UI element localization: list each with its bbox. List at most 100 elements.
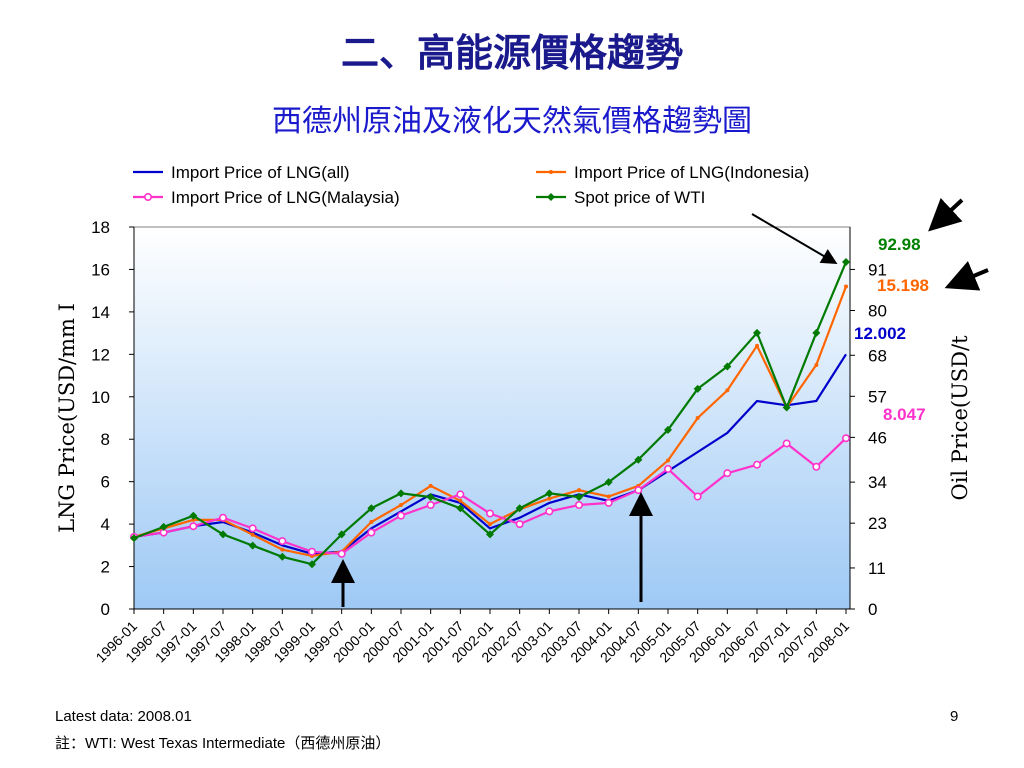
legend-label: Spot price of WTI bbox=[574, 188, 705, 207]
data-point bbox=[782, 403, 791, 412]
arrow-upper-right-2 bbox=[944, 261, 989, 291]
y-right-tick-label: 34 bbox=[868, 473, 887, 492]
data-point bbox=[693, 492, 702, 501]
series-1 bbox=[133, 353, 847, 555]
data-point bbox=[782, 439, 791, 448]
data-point bbox=[814, 362, 819, 367]
chart-annotations bbox=[331, 197, 989, 607]
data-point bbox=[812, 462, 821, 471]
y-right-tick-label: 80 bbox=[868, 301, 887, 320]
data-point bbox=[396, 511, 405, 520]
legend-item: Import Price of LNG(Indonesia) bbox=[536, 163, 809, 182]
data-point bbox=[488, 522, 492, 527]
data-point bbox=[486, 530, 494, 539]
y-right-tick-label: 23 bbox=[868, 514, 887, 533]
data-point bbox=[426, 501, 435, 510]
y-tick-label: 10 bbox=[91, 388, 110, 407]
data-point bbox=[369, 519, 374, 524]
data-point bbox=[812, 328, 821, 337]
data-point bbox=[130, 534, 138, 543]
data-point bbox=[841, 434, 850, 443]
data-point bbox=[250, 532, 255, 537]
data-point bbox=[367, 528, 376, 537]
data-point bbox=[755, 343, 759, 348]
data-point bbox=[664, 425, 672, 434]
data-point bbox=[278, 552, 287, 561]
data-point bbox=[308, 560, 316, 569]
data-point bbox=[545, 507, 554, 516]
end-value-label: 15.198 bbox=[877, 276, 929, 295]
y-axis-title-left: LNG Price(USD/mm I bbox=[55, 303, 79, 533]
data-point bbox=[428, 483, 433, 488]
end-value-label: 92.98 bbox=[878, 235, 921, 254]
y-right-tick-label: 57 bbox=[868, 387, 887, 406]
data-point bbox=[159, 522, 168, 531]
data-point bbox=[144, 193, 153, 202]
arrow-wti-callout bbox=[751, 213, 838, 265]
data-point bbox=[456, 504, 465, 513]
series-3 bbox=[130, 434, 850, 558]
legend-item: Import Price of LNG(all) bbox=[133, 163, 350, 182]
data-point bbox=[515, 504, 524, 513]
data-point bbox=[307, 547, 316, 556]
data-point bbox=[723, 469, 732, 478]
data-point bbox=[248, 524, 257, 533]
wti-footnote: 註：WTI: West Texas Intermediate（西德州原油） bbox=[55, 735, 391, 752]
data-point bbox=[604, 478, 613, 487]
data-point bbox=[367, 504, 376, 513]
data-point bbox=[606, 494, 611, 499]
y-axis-title-right: Oil Price(USD/t bbox=[948, 335, 972, 501]
data-point bbox=[723, 362, 732, 371]
data-point bbox=[456, 490, 465, 499]
data-point bbox=[337, 530, 346, 539]
data-point bbox=[547, 193, 555, 201]
data-point bbox=[695, 416, 700, 420]
data-point bbox=[844, 284, 848, 289]
y-right-tick-label: 11 bbox=[868, 559, 886, 578]
y-right-tick-label: 68 bbox=[868, 346, 887, 365]
data-point bbox=[663, 464, 672, 473]
data-point bbox=[752, 460, 761, 469]
y-tick-label: 18 bbox=[91, 218, 110, 237]
data-point bbox=[191, 517, 196, 522]
end-value-label: 8.047 bbox=[883, 405, 926, 424]
legend-label: Import Price of LNG(Malaysia) bbox=[171, 188, 400, 207]
data-point bbox=[604, 498, 613, 507]
data-point bbox=[337, 549, 346, 558]
data-point bbox=[399, 503, 403, 508]
y-tick-label: 12 bbox=[91, 345, 110, 364]
data-point bbox=[575, 493, 583, 502]
y-right-tick-label: 46 bbox=[868, 428, 887, 447]
data-point bbox=[842, 258, 850, 267]
y-tick-label: 4 bbox=[101, 515, 110, 534]
legend-label: Import Price of LNG(Indonesia) bbox=[574, 163, 809, 182]
data-point bbox=[515, 520, 524, 529]
data-point bbox=[693, 384, 702, 393]
data-point bbox=[634, 486, 643, 495]
data-point bbox=[219, 530, 227, 539]
data-point bbox=[574, 501, 583, 510]
data-point bbox=[549, 170, 553, 174]
page-number: 9 bbox=[950, 708, 959, 725]
arrow-upper-right-1 bbox=[928, 197, 964, 232]
latest-data-note: Latest data: 2008.01 bbox=[55, 708, 192, 725]
legend-item: Spot price of WTI bbox=[536, 188, 705, 207]
data-point bbox=[397, 489, 405, 498]
y-tick-label: 6 bbox=[101, 473, 110, 492]
data-point bbox=[278, 537, 287, 546]
data-point bbox=[485, 509, 494, 518]
data-point bbox=[666, 458, 670, 463]
y-tick-label: 14 bbox=[91, 303, 110, 322]
data-point bbox=[547, 496, 552, 501]
series-line bbox=[133, 353, 847, 555]
end-value-label: 12.002 bbox=[854, 324, 906, 343]
end-value-labels: 92.98 15.198 12.002 8.047 bbox=[854, 235, 929, 424]
y-right-tick-label: 91 bbox=[868, 260, 887, 279]
legend-item: Import Price of LNG(Malaysia) bbox=[133, 188, 400, 207]
data-point bbox=[458, 498, 463, 503]
y-tick-label: 2 bbox=[101, 558, 110, 577]
data-point bbox=[577, 488, 581, 493]
data-point bbox=[189, 511, 198, 520]
y-tick-label: 16 bbox=[91, 260, 110, 279]
y-right-tick-label: 0 bbox=[868, 600, 877, 619]
